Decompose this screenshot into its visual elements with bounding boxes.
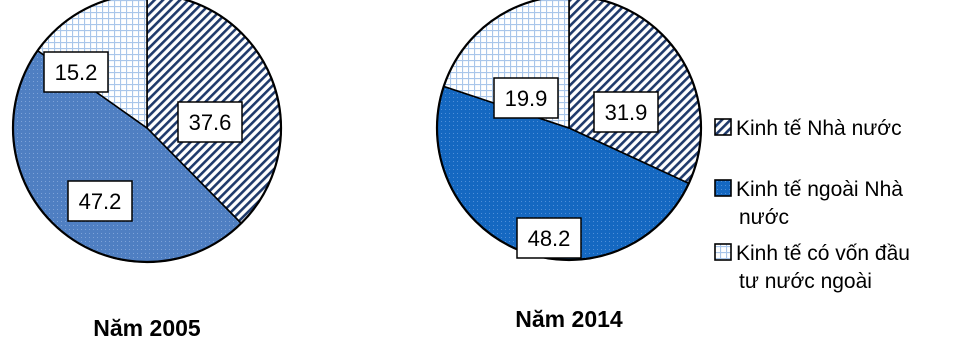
legend-item: Kinh tế có vốn đầu tư nước ngoài bbox=[714, 242, 910, 293]
data-label-box bbox=[516, 217, 582, 259]
legend-label: tư nước ngoài bbox=[739, 270, 872, 293]
pies-layer: 37.6 47.2 15.2 Năm 2005 31.9 48.2 19.9 Năm 2014 bbox=[11, 0, 703, 341]
data-label-box bbox=[493, 77, 559, 119]
data-label-box bbox=[67, 180, 133, 222]
data-label-text: 37.6 bbox=[189, 110, 232, 135]
legend-item: Kinh tế ngoài Nhà nước bbox=[714, 178, 903, 229]
pie-outline bbox=[435, 0, 703, 262]
data-label-text: 15.2 bbox=[55, 60, 98, 85]
pie-year-label: Năm 2005 bbox=[93, 315, 201, 341]
legend-swatch bbox=[714, 179, 732, 197]
legend-swatch bbox=[714, 118, 732, 136]
legend-label: nước bbox=[739, 206, 789, 229]
data-label-box bbox=[177, 101, 243, 143]
legend-swatch bbox=[714, 243, 732, 261]
data-label-text: 48.2 bbox=[528, 226, 571, 251]
pie-2: 31.9 48.2 19.9 Năm 2014 bbox=[435, 0, 703, 332]
pie-year-label: Năm 2014 bbox=[515, 306, 623, 332]
legend-label: Kinh tế Nhà nước bbox=[736, 117, 902, 140]
legend-label: Kinh tế có vốn đầu bbox=[736, 242, 910, 265]
legend-item: Kinh tế Nhà nước bbox=[714, 117, 902, 140]
data-label-box bbox=[43, 51, 109, 93]
data-label-text: 19.9 bbox=[505, 86, 548, 111]
pie-outline bbox=[11, 0, 283, 264]
data-label-text: 31.9 bbox=[605, 100, 648, 125]
legend-label: Kinh tế ngoài Nhà bbox=[736, 178, 903, 201]
data-label: 47.2 bbox=[67, 180, 133, 222]
data-label-box bbox=[593, 91, 659, 133]
data-label: 15.2 bbox=[43, 51, 109, 93]
data-label: 19.9 bbox=[493, 77, 559, 119]
data-label: 48.2 bbox=[516, 217, 582, 259]
data-label-text: 47.2 bbox=[79, 189, 122, 214]
data-label: 37.6 bbox=[177, 101, 243, 143]
pie-1: 37.6 47.2 15.2 Năm 2005 bbox=[11, 0, 283, 341]
data-label: 31.9 bbox=[593, 91, 659, 133]
